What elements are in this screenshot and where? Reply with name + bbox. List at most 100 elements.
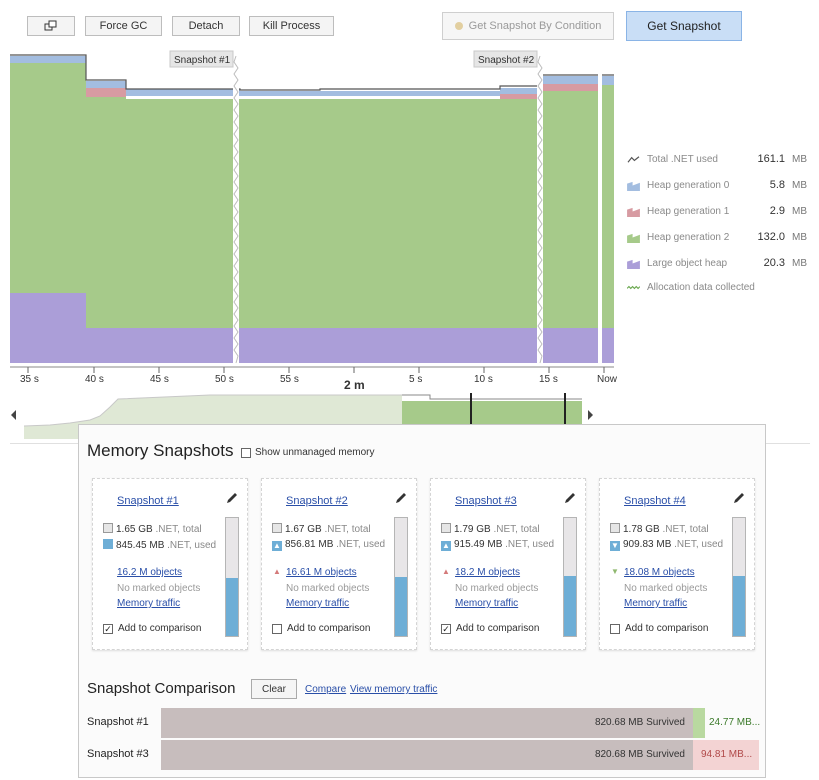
- axis-tick-label: 45 s: [150, 374, 169, 385]
- comparison-row[interactable]: Snapshot #1 820.68 MB Survived 24.77 MB.…: [79, 707, 765, 739]
- add-to-comparison-label: Add to comparison: [287, 623, 371, 634]
- objects-link[interactable]: 18.08 M objects: [624, 567, 695, 578]
- objects-trend-up-icon: ▲: [273, 567, 281, 576]
- snapshot-title-link[interactable]: Snapshot #4: [624, 495, 686, 507]
- snapshot-card: Snapshot #2 1.67 GB .NET, total ▲ 856.81 …: [261, 478, 417, 650]
- snapshot-title-link[interactable]: Snapshot #3: [455, 495, 517, 507]
- new-objects-label: 24.77 MB...: [709, 717, 761, 728]
- new-objects-label: 94.81 MB...: [701, 749, 753, 760]
- edit-icon[interactable]: [225, 491, 239, 505]
- snapshot-total-row: 1.79 GB .NET, total: [441, 523, 540, 535]
- get-snapshot-by-condition-button[interactable]: Get Snapshot By Condition: [442, 12, 614, 40]
- survived-bar: 820.68 MB Survived: [161, 740, 693, 770]
- snapshot-total-suffix: .NET, total: [155, 524, 202, 535]
- trend-up-icon: ▲: [272, 541, 282, 551]
- add-to-comparison-checkbox[interactable]: [610, 624, 620, 634]
- survived-bar: 820.68 MB Survived: [161, 708, 693, 738]
- comparison-row[interactable]: Snapshot #3 820.68 MB Survived 94.81 MB.…: [79, 739, 765, 771]
- legend-unit: MB: [792, 154, 807, 165]
- gen1-swatch: [627, 207, 640, 217]
- snapshot-used: 856.81 MB: [285, 539, 334, 550]
- total-swatch: [610, 523, 620, 533]
- legend-label: Total .NET used: [647, 154, 718, 165]
- snapshot-1-label[interactable]: Snapshot #1: [174, 55, 231, 66]
- add-to-comparison-checkbox[interactable]: [272, 624, 282, 634]
- memory-traffic-link[interactable]: Memory traffic: [624, 598, 688, 609]
- snapshot-used: 915.49 MB: [454, 539, 503, 550]
- memory-timeline-chart[interactable]: Snapshot #1 Snapshot #2: [0, 48, 620, 393]
- snapshot-used-suffix: .NET, used: [167, 540, 217, 551]
- used-bar-fill: [733, 575, 745, 636]
- edit-icon[interactable]: [732, 491, 746, 505]
- snapshot-card: Snapshot #1 1.65 GB .NET, total 845.45 M…: [92, 478, 248, 650]
- used-swatch: [103, 539, 113, 549]
- overview-visible-top: [402, 393, 582, 401]
- axis-tick-label: 50 s: [215, 374, 234, 385]
- gen0-area-right: [600, 76, 614, 85]
- snapshot-2-label[interactable]: Snapshot #2: [478, 55, 535, 66]
- compare-link[interactable]: Compare: [305, 684, 347, 695]
- select-window-button[interactable]: [27, 16, 75, 36]
- add-to-comparison-checkbox[interactable]: ✓: [441, 624, 451, 634]
- trend-down-icon: ▼: [610, 541, 620, 551]
- legend-label: Heap generation 0: [647, 180, 730, 191]
- snapshot-total-row: 1.78 GB .NET, total: [610, 523, 709, 535]
- trend-up-icon: ▲: [441, 541, 451, 551]
- now-gap: [598, 74, 602, 364]
- objects-link[interactable]: 18.2 M objects: [455, 567, 521, 578]
- window-select-icon: [44, 20, 57, 31]
- gen0-swatch: [627, 181, 640, 191]
- force-gc-button[interactable]: Force GC: [85, 16, 162, 36]
- new-objects-block: [693, 708, 705, 738]
- clear-button[interactable]: Clear: [251, 679, 297, 699]
- objects-link[interactable]: 16.61 M objects: [286, 567, 357, 578]
- detach-button[interactable]: Detach: [172, 16, 240, 36]
- legend-value: 20.3: [763, 257, 785, 269]
- snapshot-total-suffix: .NET, total: [662, 524, 709, 535]
- legend-total-net-used: Total .NET used 161.1 MB: [625, 152, 811, 168]
- snapshot-title-link[interactable]: Snapshot #1: [117, 495, 179, 507]
- gen1-area-2: [500, 84, 600, 99]
- gen0-area: [10, 56, 600, 96]
- objects-link[interactable]: 16.2 M objects: [117, 567, 183, 578]
- survived-label: 820.68 MB Survived: [594, 717, 685, 728]
- snapshot-used-suffix: .NET, used: [336, 539, 386, 550]
- snapshot-comparison-title: Snapshot Comparison: [87, 680, 236, 697]
- snapshot-used-row: ▲ 915.49 MB .NET, used: [441, 539, 554, 551]
- comparison-row-name: Snapshot #3: [87, 748, 149, 760]
- marked-objects-text: No marked objects: [455, 583, 539, 594]
- overview-history-line: [23, 394, 402, 427]
- add-to-comparison-checkbox[interactable]: ✓: [103, 624, 113, 634]
- view-memory-traffic-link[interactable]: View memory traffic: [350, 684, 438, 695]
- show-unmanaged-label: Show unmanaged memory: [255, 447, 375, 458]
- get-snapshot-by-condition-label: Get Snapshot By Condition: [468, 20, 602, 32]
- objects-trend-up-icon: ▲: [442, 567, 450, 576]
- add-to-comparison-label: Add to comparison: [456, 623, 540, 634]
- snapshot-title-link[interactable]: Snapshot #2: [286, 495, 348, 507]
- memory-traffic-link[interactable]: Memory traffic: [455, 598, 519, 609]
- objects-trend-down-icon: ▼: [611, 567, 619, 576]
- snapshot-total: 1.67 GB: [285, 524, 322, 535]
- kill-process-button[interactable]: Kill Process: [249, 16, 334, 36]
- get-snapshot-button[interactable]: Get Snapshot: [626, 11, 742, 41]
- memory-traffic-link[interactable]: Memory traffic: [117, 598, 181, 609]
- edit-icon[interactable]: [394, 491, 408, 505]
- legend-unit: MB: [792, 180, 807, 191]
- memory-traffic-link[interactable]: Memory traffic: [286, 598, 350, 609]
- snapshot-used: 909.83 MB: [623, 539, 672, 550]
- overview-right-arrow-icon[interactable]: [588, 410, 593, 420]
- overview-left-arrow-icon[interactable]: [11, 410, 16, 420]
- wavy-icon: [627, 285, 640, 290]
- snapshot-total: 1.79 GB: [454, 524, 491, 535]
- marked-objects-text: No marked objects: [117, 583, 201, 594]
- new-objects-segment: 24.77 MB...: [693, 708, 761, 738]
- legend-heap-gen2: Heap generation 2 132.0 MB: [625, 230, 811, 246]
- line-icon: [627, 156, 640, 163]
- edit-icon[interactable]: [563, 491, 577, 505]
- legend-heap-gen1: Heap generation 1 2.9 MB: [625, 204, 811, 220]
- marked-objects-text: No marked objects: [286, 583, 370, 594]
- used-bar: [563, 517, 577, 637]
- total-swatch: [441, 523, 451, 533]
- snapshot-2-marker-line: [537, 55, 543, 364]
- show-unmanaged-checkbox[interactable]: [241, 448, 251, 458]
